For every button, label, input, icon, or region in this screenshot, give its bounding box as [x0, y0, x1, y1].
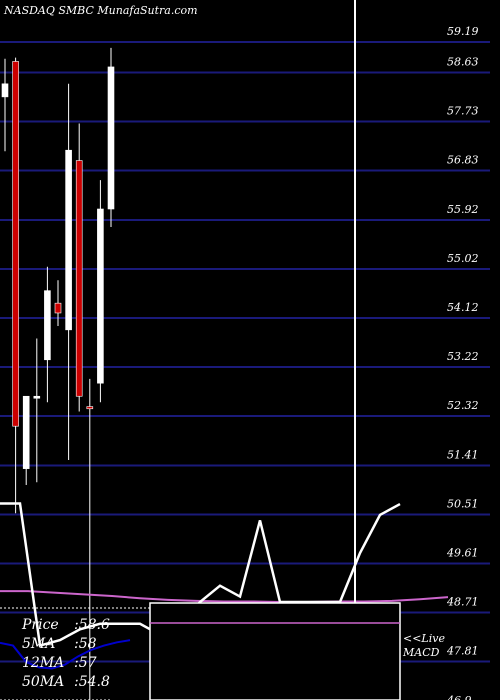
y-tick-label: 55.92: [447, 203, 479, 216]
long-ma-line: [0, 590, 449, 604]
macd-label: MACD: [403, 646, 440, 659]
legend-12ma-label: 12MA: [22, 655, 65, 671]
candle-up: [97, 208, 104, 384]
y-tick-label: 57.73: [447, 104, 479, 117]
candle-up: [65, 149, 72, 331]
legend-12ma: 12MA: 57: [22, 655, 97, 671]
y-tick-label: 49.61: [446, 546, 479, 559]
macd-panel: [149, 602, 401, 700]
legend-5ma-label: 5MA: [22, 636, 56, 652]
legend-price-value: 58.6: [78, 617, 110, 633]
candle-up: [1, 83, 9, 98]
candle-down: [54, 302, 62, 314]
legend-12ma-value: 57: [78, 655, 97, 671]
y-tick-label: 58.63: [447, 55, 479, 68]
y-tick-label: 52.32: [447, 399, 479, 412]
candle-up: [33, 395, 41, 399]
y-axis-labels: 59.19 58.63 57.73 56.83 55.92 55.02 54.12 53.22…: [446, 25, 479, 700]
legend-50ma-value: 54.8: [78, 674, 110, 690]
candlesticks: [1, 47, 115, 700]
y-tick-label: 47.81: [446, 644, 479, 657]
y-tick-label: 54.12: [447, 301, 479, 314]
y-tick-label: 50.51: [447, 497, 479, 510]
legend-price: Price: 58.6: [22, 617, 110, 633]
y-tick-label: 46.9: [446, 694, 472, 700]
y-tick-label: 56.83: [447, 153, 479, 166]
ma-line: [0, 502, 401, 648]
overlays: [0, 0, 401, 700]
live-indicator: <<Live MACD: [403, 632, 445, 660]
indicator-lines: [0, 502, 449, 670]
y-tick-label: 55.02: [447, 252, 479, 265]
legend-5ma: 5MA: 58: [22, 636, 97, 652]
y-tick-label: 48.71: [446, 595, 479, 608]
candle-down: [75, 160, 83, 397]
legend-5ma-value: 58: [78, 636, 97, 652]
chart-title: NASDAQ SMBC MunafaSutra.com: [4, 4, 198, 17]
macd-line: [0, 639, 131, 670]
y-tick-label: 59.19: [447, 25, 479, 38]
candle-up: [107, 66, 115, 210]
candle-up: [44, 290, 51, 361]
y-tick-label: 53.22: [447, 350, 479, 363]
legend-50ma-label: 50MA: [22, 674, 65, 690]
candle-down: [12, 61, 19, 427]
y-tick-label: 51.41: [447, 449, 479, 462]
legend-price-label: Price: [22, 617, 59, 633]
candle-up: [22, 395, 30, 469]
live-label: <<Live: [403, 632, 445, 645]
candle-down: [86, 406, 94, 410]
legend-50ma: 50MA: 54.8: [22, 674, 110, 690]
